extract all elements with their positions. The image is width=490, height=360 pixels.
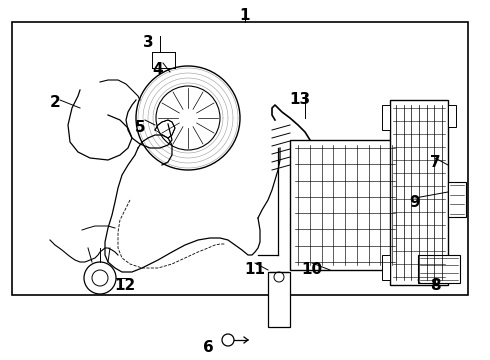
Bar [448, 258, 456, 280]
Circle shape [136, 66, 240, 170]
Bar [448, 105, 456, 127]
Text: 13: 13 [290, 92, 311, 107]
Text: 2: 2 [49, 95, 60, 110]
Text: 12: 12 [114, 278, 136, 293]
Circle shape [222, 334, 234, 346]
Text: 4: 4 [153, 62, 163, 77]
Bar [268, 272, 290, 327]
Text: 9: 9 [410, 195, 420, 210]
Bar [290, 140, 400, 270]
Text: 7: 7 [430, 155, 441, 170]
Bar [418, 255, 460, 283]
Bar [382, 105, 390, 130]
Bar [448, 182, 466, 217]
Text: 5: 5 [135, 120, 146, 135]
Circle shape [92, 270, 108, 286]
Circle shape [84, 262, 116, 294]
Text: 1: 1 [240, 8, 250, 23]
Text: 10: 10 [301, 262, 322, 277]
Text: 8: 8 [430, 278, 441, 293]
Circle shape [274, 272, 284, 282]
Bar [390, 100, 448, 285]
Bar [382, 255, 390, 280]
Bar [12, 22, 468, 295]
Text: 6: 6 [203, 340, 213, 355]
Text: 3: 3 [143, 35, 153, 50]
Text: 11: 11 [245, 262, 266, 277]
